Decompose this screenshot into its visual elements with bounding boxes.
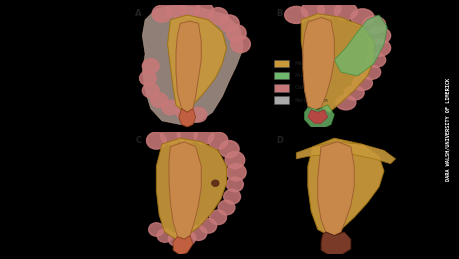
Circle shape xyxy=(208,8,227,25)
Polygon shape xyxy=(307,110,327,123)
Circle shape xyxy=(226,177,243,192)
Polygon shape xyxy=(176,21,201,112)
Circle shape xyxy=(194,3,213,20)
Polygon shape xyxy=(296,142,395,164)
Circle shape xyxy=(367,27,390,44)
Circle shape xyxy=(317,0,340,17)
Circle shape xyxy=(219,141,239,158)
Polygon shape xyxy=(179,109,195,127)
Polygon shape xyxy=(334,15,386,76)
Circle shape xyxy=(146,132,166,149)
Polygon shape xyxy=(168,142,201,239)
Circle shape xyxy=(226,25,246,42)
Circle shape xyxy=(199,219,216,233)
Circle shape xyxy=(179,231,195,245)
Circle shape xyxy=(301,2,324,19)
FancyBboxPatch shape xyxy=(273,72,288,80)
Polygon shape xyxy=(307,138,383,236)
Circle shape xyxy=(208,132,227,149)
Polygon shape xyxy=(173,236,192,255)
FancyBboxPatch shape xyxy=(273,84,288,92)
Polygon shape xyxy=(156,138,226,239)
Circle shape xyxy=(162,100,179,115)
Circle shape xyxy=(194,127,213,144)
Circle shape xyxy=(334,3,357,20)
Circle shape xyxy=(160,127,180,144)
Circle shape xyxy=(211,180,218,186)
Circle shape xyxy=(218,200,235,215)
Circle shape xyxy=(168,233,183,246)
Circle shape xyxy=(223,189,240,204)
Circle shape xyxy=(350,9,373,26)
Circle shape xyxy=(180,0,199,17)
Polygon shape xyxy=(301,14,373,112)
Text: B: B xyxy=(276,9,282,18)
Circle shape xyxy=(365,53,385,67)
Circle shape xyxy=(177,126,196,143)
Circle shape xyxy=(284,6,307,24)
Text: A: A xyxy=(135,9,141,18)
FancyBboxPatch shape xyxy=(273,60,288,67)
Circle shape xyxy=(139,71,156,85)
Circle shape xyxy=(142,59,159,73)
Circle shape xyxy=(219,15,239,32)
Circle shape xyxy=(190,107,207,122)
Polygon shape xyxy=(320,232,350,256)
Text: D: D xyxy=(276,136,283,145)
Circle shape xyxy=(151,93,167,107)
Polygon shape xyxy=(167,15,226,112)
Circle shape xyxy=(166,0,185,17)
Circle shape xyxy=(157,229,172,242)
Circle shape xyxy=(176,105,192,120)
Circle shape xyxy=(362,16,385,33)
Polygon shape xyxy=(302,17,334,110)
Circle shape xyxy=(352,76,372,90)
Circle shape xyxy=(152,5,171,22)
Text: C: C xyxy=(135,136,141,145)
Polygon shape xyxy=(142,5,243,125)
FancyBboxPatch shape xyxy=(273,96,288,104)
Circle shape xyxy=(224,152,244,169)
Circle shape xyxy=(190,226,207,240)
Circle shape xyxy=(148,223,164,236)
Text: Colon: Colon xyxy=(294,85,311,90)
Circle shape xyxy=(367,39,390,56)
Text: Mesenterium: Mesenterium xyxy=(294,61,333,66)
Text: Peritoneum: Peritoneum xyxy=(294,98,328,103)
Circle shape xyxy=(209,210,226,225)
Circle shape xyxy=(230,36,250,53)
Text: DARA WALSH/UNIVERSITY OF LIMERICK: DARA WALSH/UNIVERSITY OF LIMERICK xyxy=(444,78,449,181)
Circle shape xyxy=(343,85,364,100)
Polygon shape xyxy=(304,105,334,129)
Text: Fascia: Fascia xyxy=(294,73,312,78)
Circle shape xyxy=(142,83,159,98)
Polygon shape xyxy=(317,142,353,236)
Circle shape xyxy=(226,164,246,181)
Circle shape xyxy=(335,95,355,110)
Circle shape xyxy=(360,65,380,80)
